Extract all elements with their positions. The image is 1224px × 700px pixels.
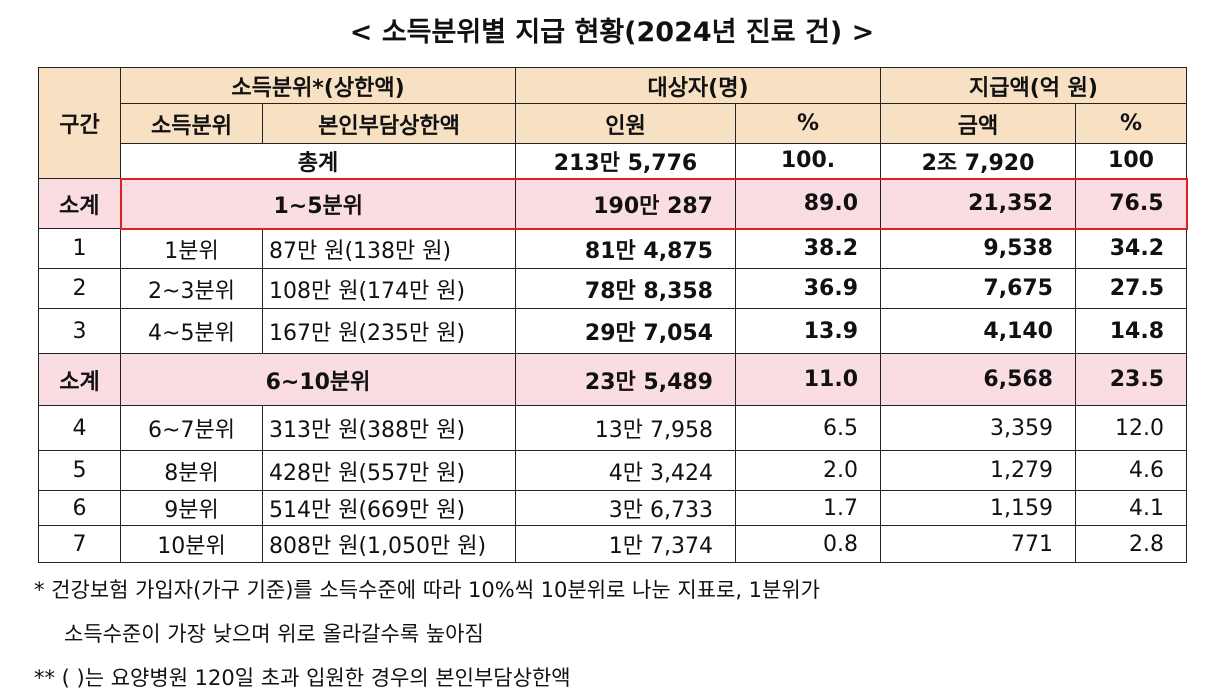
table-cell: 3만 6,733 [515, 490, 736, 526]
table-cell: 38.2 [735, 228, 881, 269]
table-cell: 3 [38, 308, 121, 354]
table-cell: 6~7분위 [120, 405, 263, 451]
table-cell: % [735, 103, 881, 144]
table-cell: 6.5 [735, 405, 881, 451]
table-row: 총계 213만 5,776 100. 2조 7,920 100 [39, 143, 1187, 179]
table-cell: 313만 원(388만 원) [262, 405, 516, 451]
table-cell: 4.1 [1075, 490, 1187, 526]
table-cell: 1분위 [120, 228, 263, 269]
table-cell: 2.0 [735, 450, 881, 491]
table-cell: 100 [1075, 143, 1187, 179]
table-cell: 인원 [515, 103, 736, 144]
table-cell: 2조 7,920 [880, 143, 1076, 179]
table-cell: 1,279 [880, 450, 1076, 491]
table-cell: 본인부담상한액 [262, 103, 516, 144]
footnotes: * 건강보험 가입자(가구 기준)를 소득수준에 따라 10%씩 10분위로 나… [34, 568, 820, 700]
table-cell: 81만 4,875 [515, 228, 736, 269]
table-row: 소계 6~10분위 23만 5,489 11.0 6,568 23.5 [38, 353, 1187, 406]
table-cell: 6 [38, 490, 121, 526]
table-cell: % [1075, 103, 1187, 144]
table-cell: 총계 [120, 143, 516, 179]
table-row: 2 2~3분위 108만 원(174만 원) 78만 8,358 36.9 7,675 27… [38, 268, 1187, 309]
table-cell: 소계 [38, 178, 121, 229]
table-cell: 소계 [38, 353, 121, 406]
table: 구간 소득분위*(상한액) 대상자(명) 지급액(억 원) 소득분위 본인부담상한액 인원%… [38, 67, 1188, 563]
table-cell: 100. [735, 143, 881, 179]
table-body: 구간 소득분위*(상한액) 대상자(명) 지급액(억 원) 소득분위 본인부담상한액 인원%… [38, 67, 1188, 563]
table-cell: 6~10분위 [120, 353, 516, 406]
table-cell: 13.9 [735, 308, 881, 354]
table-cell: 12.0 [1075, 405, 1187, 451]
footnote: * 건강보험 가입자(가구 기준)를 소득수준에 따라 10%씩 10분위로 나… [34, 578, 820, 602]
table-cell: 소득분위*(상한액) [120, 67, 516, 104]
table-cell: 78만 8,358 [515, 268, 736, 309]
table-cell: 87만 원(138만 원) [262, 228, 516, 269]
table-cell: 27.5 [1075, 268, 1187, 309]
table-cell: 213만 5,776 [515, 143, 736, 179]
table-cell: 7 [38, 525, 121, 563]
table-cell: 4만 3,424 [515, 450, 736, 491]
table-row: 7 10분위 808만 원(1,050만 원) 1만 7,374 0.8 771 2.8 [38, 525, 1187, 563]
footnote: ** ( )는 요양병원 120일 초과 입원한 경우의 본인부담상한액 [34, 666, 571, 690]
table-cell: 190만 287 [515, 177, 736, 230]
table-row: 소계 1~5분위 190만 287 89.0 21,352 76.5 [38, 177, 1188, 230]
table-cell: 2.8 [1075, 525, 1187, 563]
table-row: 1 1분위 87만 원(138만 원) 81만 4,875 38.2 9,538 34.2 [38, 228, 1187, 269]
table-cell: 2~3분위 [120, 268, 263, 309]
table-row: 소득분위 본인부담상한액 인원% 금액% [39, 103, 1187, 144]
table-cell: 지급액(억 원) [880, 67, 1187, 104]
table-cell: 대상자(명) [515, 67, 881, 104]
table-cell: 4~5분위 [120, 308, 263, 354]
table-row: 4 6~7분위 313만 원(388만 원) 13만 7,958 6.5 3,359 12.… [38, 405, 1187, 451]
table-row: 구간 소득분위*(상한액) 대상자(명) 지급액(억 원) [38, 67, 1187, 179]
footnote: 소득수준이 가장 낮으며 위로 올라갈수록 높아짐 [64, 622, 484, 646]
table-row: 6 9분위 514만 원(669만 원) 3만 6,733 1.7 1,159 4.1 [38, 490, 1187, 526]
table-cell: 167만 원(235만 원) [262, 308, 516, 354]
table-cell: 514만 원(669만 원) [262, 490, 516, 526]
title: < 소득분위별 지급 현황(2024년 진료 건) > [349, 17, 875, 48]
table-cell: 8분위 [120, 450, 263, 491]
table-row: 3 4~5분위 167만 원(235만 원) 29만 7,054 13.9 4,140 14… [38, 308, 1187, 354]
table-cell: 9,538 [880, 228, 1076, 269]
table-cell: 소득분위 [120, 103, 263, 144]
table-cell: 3,359 [880, 405, 1076, 451]
table-cell: 428만 원(557만 원) [262, 450, 516, 491]
table-cell: 6,568 [880, 353, 1076, 406]
table-cell: 14.8 [1075, 308, 1187, 354]
table-cell: 808만 원(1,050만 원) [262, 525, 516, 563]
table-cell: 구간 [38, 67, 121, 179]
table-cell: 1~5분위 [119, 177, 516, 230]
table-cell: 10분위 [120, 525, 263, 563]
table-cell: 1 [38, 228, 121, 269]
table-cell: 1,159 [880, 490, 1076, 526]
table-cell: 4 [38, 405, 121, 451]
table-cell: 29만 7,054 [515, 308, 736, 354]
table-cell: 9분위 [120, 490, 263, 526]
table-cell: 11.0 [735, 353, 881, 406]
table-cell: 금액 [880, 103, 1076, 144]
table-cell: 13만 7,958 [515, 405, 736, 451]
table-cell: 0.8 [735, 525, 881, 563]
table-cell: 1만 7,374 [515, 525, 736, 563]
table-cell: 36.9 [735, 268, 881, 309]
table-row: 5 8분위 428만 원(557만 원) 4만 3,424 2.0 1,279 4.6 [38, 450, 1187, 491]
table-cell: 34.2 [1075, 228, 1187, 269]
table-cell: 76.5 [1075, 177, 1188, 230]
table-cell: 7,675 [880, 268, 1076, 309]
table-cell: 108만 원(174만 원) [262, 268, 516, 309]
table-cell: 89.0 [735, 177, 881, 230]
table-cell: 4.6 [1075, 450, 1187, 491]
table-cell: 23.5 [1075, 353, 1187, 406]
table-cell: 4,140 [880, 308, 1076, 354]
table-cell: 21,352 [880, 177, 1076, 230]
table-cell: 1.7 [735, 490, 881, 526]
table-cell: 771 [880, 525, 1076, 563]
table-cell: 23만 5,489 [515, 353, 736, 406]
table-cell: 2 [38, 268, 121, 309]
table-cell: 5 [38, 450, 121, 491]
